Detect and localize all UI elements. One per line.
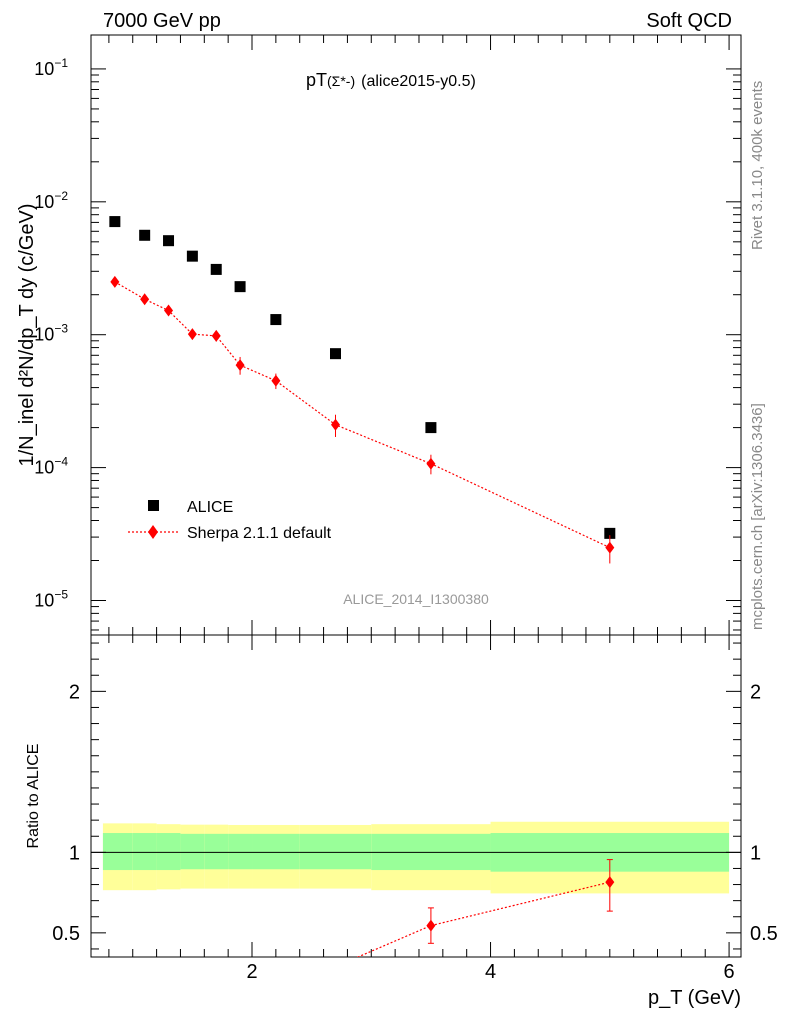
y-tick-label-ratio-right: 2 (750, 681, 761, 703)
legend-marker-mc (148, 525, 158, 539)
data-point-alice (139, 229, 151, 241)
y-tick-label-ratio: 0.5 (52, 923, 80, 945)
ratio-band-inner (102, 833, 133, 871)
x-tick-label: 6 (724, 961, 735, 983)
header-right: Soft QCD (646, 10, 732, 32)
ratio-point-sherpa (605, 876, 615, 889)
data-point-alice (270, 314, 282, 326)
data-point-alice (210, 263, 222, 275)
y-tick-label-ratio: 2 (69, 681, 80, 703)
y-tick-label-ratio-right: 1 (750, 842, 761, 864)
y-tick-label-main: 10−1 (34, 56, 68, 79)
ratio-panel-frame (90, 634, 742, 958)
mc-point-sherpa (110, 275, 120, 288)
x-tick-label: 4 (485, 961, 496, 983)
main-panel-frame (90, 34, 742, 636)
x-tick-label: 2 (246, 961, 257, 983)
ratio-axes: 0.5 0.5 1 1 2 2 2 4 6 (52, 635, 778, 983)
svg-text:1/N_inel d²N/dp_T dy (c/GeV): 1/N_inel d²N/dp_T dy (c/GeV) (16, 203, 38, 466)
title-prefix: pT (306, 70, 327, 90)
title-particle: (Σ*-) (327, 73, 355, 89)
ratio-series (356, 859, 615, 957)
y-tick-label-ratio: 1 (69, 842, 80, 864)
mc-point-sherpa (187, 328, 197, 341)
mc-series-line (114, 281, 611, 549)
ratio-series-line (356, 881, 610, 957)
legend-marker-data (148, 500, 159, 511)
ratio-point-sherpa (426, 919, 436, 932)
data-point-alice (604, 527, 616, 539)
legend-label-mc: Sherpa 2.1.1 default (187, 525, 332, 542)
reference-label: ALICE_2014_I1300380 (343, 591, 489, 607)
svg-text:mcplots.cern.ch [arXiv:1306.34: mcplots.cern.ch [arXiv:1306.3436] (749, 403, 766, 630)
mc-point-sherpa (140, 293, 150, 306)
y-tick-label-main: 10−4 (34, 455, 68, 478)
side-label-mcplots: mcplots.cern.ch [arXiv:1306.3436] (749, 403, 766, 630)
mc-point-sherpa (330, 418, 340, 431)
ratio-band-inner (156, 833, 181, 871)
data-point-alice (234, 281, 246, 293)
y-axis-label-ratio: Ratio to ALICE (25, 744, 42, 849)
mc-point-sherpa (235, 359, 245, 372)
svg-text:Ratio to ALICE: Ratio to ALICE (25, 744, 42, 849)
ratio-band-inner (132, 833, 157, 871)
svg-text:Rivet 3.1.10, 400k events: Rivet 3.1.10, 400k events (749, 81, 766, 250)
main-axes: 10−5 10−4 10−3 10−2 10−1 (34, 35, 741, 635)
ratio-band-inner (180, 833, 205, 870)
ratio-band-inner (204, 833, 229, 870)
main-series (109, 216, 616, 564)
data-point-alice (425, 422, 437, 434)
mc-point-sherpa (426, 457, 436, 470)
y-axis-label-main: 1/N_inel d²N/dp_T dy (c/GeV) (16, 203, 38, 466)
legend-label-data: ALICE (187, 499, 233, 516)
y-tick-label-main: 10−3 (34, 322, 68, 345)
title-suffix: (alice2015-y0.5) (361, 73, 476, 90)
y-tick-label-main: 10−5 (34, 587, 68, 610)
header-left: 7000 GeV pp (103, 10, 221, 32)
mc-point-sherpa (271, 374, 281, 387)
data-point-alice (186, 250, 198, 262)
x-axis-label: p_T (GeV) (648, 987, 741, 1009)
ratio-band-inner (228, 833, 253, 870)
ratio-band-inner (299, 833, 372, 870)
data-point-alice (163, 235, 175, 247)
plot-title: pT(Σ*-) (alice2015-y0.5) (306, 70, 476, 90)
legend: ALICE Sherpa 2.1.1 default (128, 499, 332, 542)
ratio-bands (102, 821, 730, 894)
data-point-alice (109, 216, 121, 228)
mc-point-sherpa (211, 329, 221, 342)
mc-point-sherpa (164, 304, 174, 317)
data-point-alice (329, 348, 341, 360)
side-label-rivet: Rivet 3.1.10, 400k events (749, 81, 766, 250)
mc-point-sherpa (605, 541, 615, 554)
y-tick-label-ratio-right: 0.5 (750, 923, 778, 945)
y-tick-label-main: 10−2 (34, 189, 68, 212)
ratio-band-inner (252, 833, 300, 870)
